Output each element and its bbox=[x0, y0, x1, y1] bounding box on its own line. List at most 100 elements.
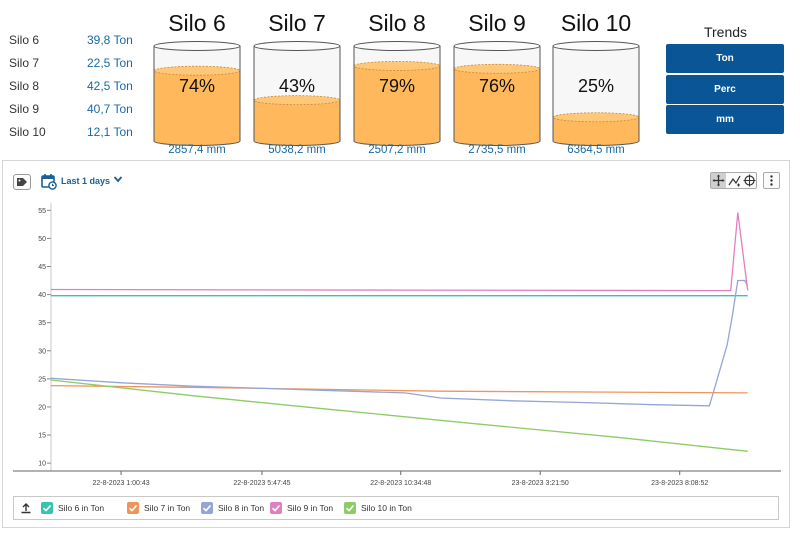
y-tick-label: 35 bbox=[38, 320, 46, 327]
tank-liquid-surface bbox=[552, 112, 640, 123]
y-tick-label: 40 bbox=[38, 292, 46, 299]
tank-liquid bbox=[254, 100, 340, 146]
tank-liquid-surface bbox=[453, 63, 541, 74]
x-tick-label: 22-8-2023 10:34:48 bbox=[370, 480, 431, 487]
tank-title: Silo 8 bbox=[368, 10, 426, 36]
pan-tool[interactable] bbox=[711, 173, 726, 188]
tank-outline bbox=[552, 46, 640, 146]
check-icon bbox=[128, 504, 138, 512]
legend-checkbox[interactable] bbox=[201, 502, 213, 514]
tank-liquid bbox=[154, 70, 240, 146]
legend-label: Silo 7 in Ton bbox=[144, 503, 191, 513]
series-line bbox=[50, 279, 749, 407]
tag-icon bbox=[17, 178, 27, 186]
y-tick-label: 55 bbox=[38, 208, 46, 215]
trend-chart-panel: Last 1 days bbox=[2, 160, 790, 528]
silo-weight: 22,5 Ton bbox=[87, 56, 133, 70]
calendar-clock-icon[interactable] bbox=[41, 173, 57, 190]
silo-row: Silo 6 39,8 Ton bbox=[9, 30, 134, 53]
time-range-label[interactable]: Last 1 days bbox=[61, 176, 111, 186]
check-icon bbox=[42, 504, 52, 512]
fit-range-icon bbox=[743, 174, 756, 187]
y-tick-label: 20 bbox=[38, 404, 46, 411]
plot-background bbox=[13, 199, 781, 489]
zoom-tool[interactable] bbox=[727, 173, 742, 188]
x-tick-label: 23-8-2023 3:21:50 bbox=[512, 480, 569, 487]
silo-row: Silo 8 42,5 Ton bbox=[9, 76, 134, 99]
silo-name: Silo 6 bbox=[9, 33, 40, 47]
tank-liquid bbox=[553, 117, 639, 146]
legend-label: Silo 10 in Ton bbox=[361, 503, 412, 513]
tank-graphic bbox=[552, 41, 640, 146]
legend-label: Silo 6 in Ton bbox=[58, 503, 105, 513]
tank-percent: 74% bbox=[178, 76, 216, 96]
chevron-down-icon[interactable] bbox=[113, 174, 123, 184]
silo-weight: 12,1 Ton bbox=[87, 125, 133, 139]
tank-graphic bbox=[453, 41, 541, 146]
tank-lid bbox=[253, 41, 341, 51]
silo-name: Silo 9 bbox=[9, 102, 40, 116]
y-tick-label: 45 bbox=[38, 264, 46, 271]
x-tick-label: 22-8-2023 1:00:43 bbox=[92, 480, 149, 487]
tank-title: Silo 6 bbox=[168, 10, 226, 36]
tank-lid bbox=[552, 41, 640, 51]
y-tick-label: 50 bbox=[38, 236, 46, 243]
tank-outline bbox=[453, 46, 541, 146]
tag-button[interactable] bbox=[13, 174, 31, 190]
tank-percent: 79% bbox=[378, 76, 416, 96]
chart-menu-button[interactable] bbox=[763, 172, 780, 189]
tank-level-mm: 5038,2 mm bbox=[268, 144, 326, 156]
chart-tool-group bbox=[710, 172, 757, 189]
tank-title: Silo 7 bbox=[268, 10, 326, 36]
check-icon bbox=[271, 504, 281, 512]
y-tick-label: 25 bbox=[38, 376, 46, 383]
tank-liquid bbox=[354, 65, 440, 146]
series-line bbox=[50, 379, 748, 452]
upload-arrow-icon[interactable] bbox=[20, 502, 32, 514]
tank-title: Silo 10 bbox=[560, 10, 632, 36]
x-tick-label: 22-8-2023 5:47:45 bbox=[233, 480, 290, 487]
y-tick-label: 30 bbox=[38, 348, 46, 355]
tank-level-mm: 2735,5 mm bbox=[468, 144, 526, 156]
silo-name: Silo 8 bbox=[9, 79, 40, 93]
tank-outline bbox=[153, 46, 241, 146]
tank-lid bbox=[453, 41, 541, 51]
silo-weight: 42,5 Ton bbox=[87, 79, 133, 93]
silo-weight: 39,8 Ton bbox=[87, 33, 133, 47]
silo-name: Silo 7 bbox=[9, 56, 40, 70]
more-vertical-icon bbox=[770, 175, 773, 186]
legend-checkbox[interactable] bbox=[41, 502, 53, 514]
tank-liquid bbox=[454, 68, 540, 146]
trend-perc-button[interactable]: Perc bbox=[666, 74, 784, 104]
silo-row: Silo 7 22,5 Ton bbox=[9, 53, 134, 76]
tank-level-mm: 6364,5 mm bbox=[567, 144, 625, 156]
silo-summary-list: Silo 6 39,8 Ton Silo 7 22,5 Ton Silo 8 42,5… bbox=[9, 30, 134, 145]
tank-outline bbox=[353, 46, 441, 146]
tank-lid bbox=[153, 41, 241, 51]
tank-percent: 43% bbox=[278, 76, 316, 96]
move-arrows-icon bbox=[712, 174, 725, 187]
tank-outline bbox=[253, 46, 341, 146]
legend-checkbox[interactable] bbox=[127, 502, 139, 514]
tank-graphic bbox=[153, 41, 241, 146]
series-line bbox=[50, 212, 749, 292]
reset-tool[interactable] bbox=[742, 173, 757, 188]
legend-checkbox[interactable] bbox=[344, 502, 356, 514]
legend-checkbox[interactable] bbox=[270, 502, 282, 514]
silo-row: Silo 9 40,7 Ton bbox=[9, 99, 134, 122]
x-tick-label: 23-8-2023 8:08:52 bbox=[651, 480, 708, 487]
tank-title: Silo 9 bbox=[468, 10, 526, 36]
check-icon bbox=[345, 504, 355, 512]
line-zoom-icon bbox=[728, 175, 741, 187]
trend-ton-button[interactable]: Ton bbox=[666, 44, 784, 73]
tank-percent: 76% bbox=[478, 76, 516, 96]
trends-title: Trends bbox=[703, 24, 748, 40]
tank-percent: 25% bbox=[577, 76, 615, 96]
tank-liquid-surface bbox=[153, 65, 241, 76]
silo-weight: 40,7 Ton bbox=[87, 102, 133, 116]
y-tick-label: 15 bbox=[38, 433, 46, 440]
trend-mm-button[interactable]: mm bbox=[666, 105, 784, 134]
tank-level-mm: 2857,4 mm bbox=[168, 144, 226, 156]
y-tick-label: 10 bbox=[38, 461, 46, 468]
